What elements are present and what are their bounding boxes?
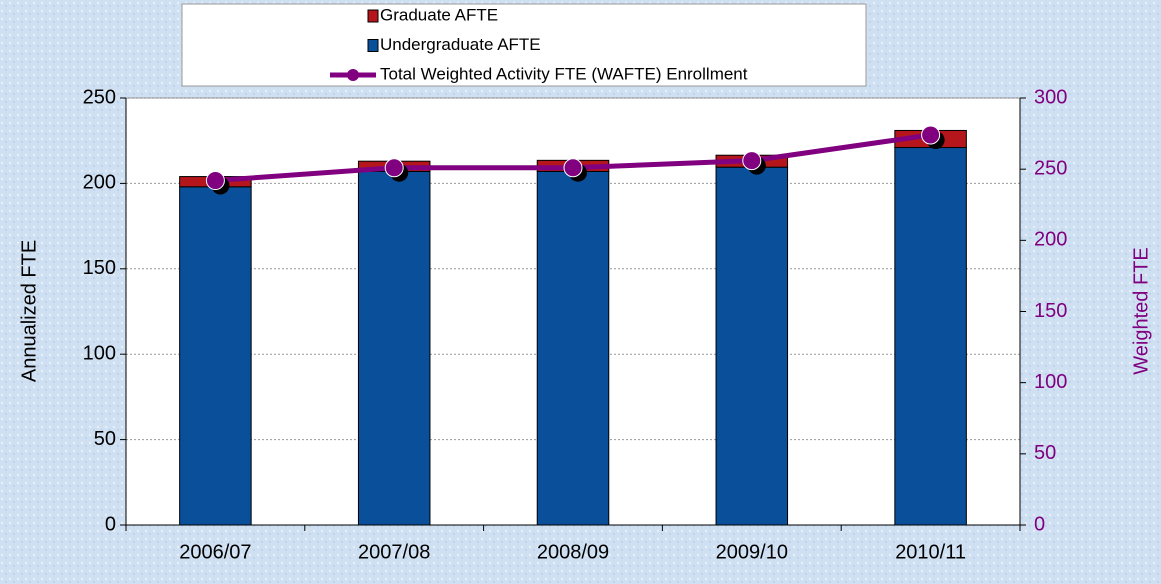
y-tick-label: 150 (83, 257, 116, 279)
bar-segment (179, 186, 252, 526)
x-tick-label: 2008/09 (537, 541, 609, 563)
bar-segment (357, 170, 431, 526)
marker (384, 158, 404, 178)
bar-segment (715, 166, 789, 526)
legend-label: Total Weighted Activity FTE (WAFTE) Enro… (380, 64, 748, 83)
legend-key (347, 69, 359, 81)
x-tick-label: 2007/08 (358, 541, 430, 563)
bar-segment (894, 147, 967, 526)
y2-tick-label: 150 (1034, 300, 1067, 322)
legend-label: Undergraduate AFTE (380, 35, 541, 54)
marker (563, 158, 583, 178)
marker (921, 125, 941, 145)
y-tick-label: 0 (105, 513, 116, 535)
legend (181, 3, 867, 87)
y-axis-label: Annualized FTE (18, 240, 40, 382)
y2-tick-label: 50 (1034, 442, 1056, 464)
marker (205, 171, 225, 191)
legend-key (367, 9, 379, 23)
y-tick-label: 250 (83, 86, 116, 108)
x-tick-label: 2009/10 (716, 541, 788, 563)
x-tick-label: 2006/07 (179, 541, 251, 563)
x-tick-label: 2010/11 (895, 541, 966, 563)
marker (742, 151, 762, 171)
y-tick-label: 100 (83, 342, 116, 364)
y2-tick-label: 200 (1034, 229, 1067, 251)
legend-label: Graduate AFTE (380, 5, 498, 24)
y2-axis-label: Weighted FTE (1130, 247, 1152, 374)
y2-tick-label: 100 (1034, 371, 1067, 393)
y-tick-label: 50 (94, 428, 116, 450)
y2-tick-label: 300 (1034, 86, 1067, 108)
legend-key (367, 39, 379, 52)
y2-tick-label: 250 (1034, 157, 1067, 179)
y-tick-label: 200 (83, 172, 116, 194)
bar-segment (536, 170, 610, 526)
y2-tick-label: 0 (1034, 513, 1045, 535)
